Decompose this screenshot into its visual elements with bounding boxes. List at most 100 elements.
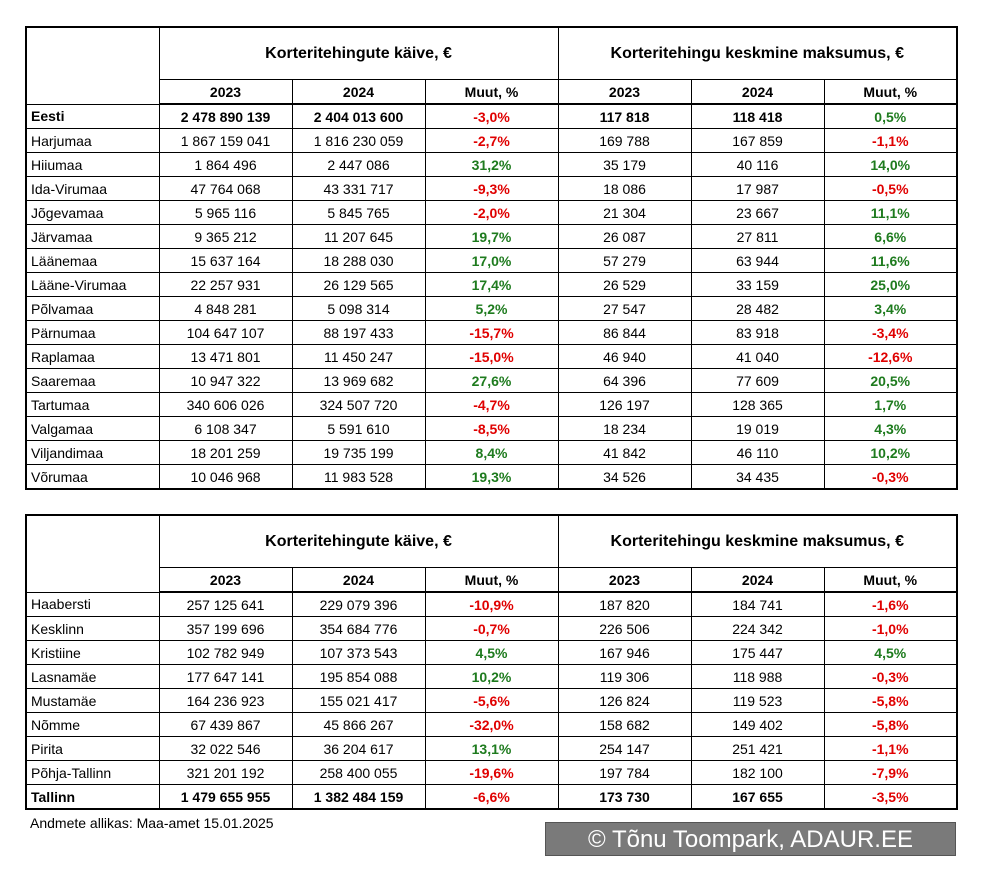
data-row: Valgamaa 6 108 347 5 591 610 -8,5% 18 234 19 … bbox=[25, 416, 958, 441]
change-cell: 3,4% bbox=[823, 296, 958, 321]
value-cell: 357 199 696 bbox=[158, 616, 293, 641]
value-cell: 2 478 890 139 bbox=[158, 103, 293, 129]
row-label: Harjumaa bbox=[25, 128, 160, 153]
change-cell: 6,6% bbox=[823, 224, 958, 249]
data-row: Ida-Virumaa 47 764 068 43 331 717 -9,3% 18 0… bbox=[25, 176, 958, 201]
value-cell: 77 609 bbox=[690, 368, 825, 393]
value-cell: 18 201 259 bbox=[158, 440, 293, 465]
value-cell: 11 207 645 bbox=[291, 224, 426, 249]
change-cell: -10,9% bbox=[424, 591, 559, 617]
change-cell: 0,5% bbox=[823, 103, 958, 129]
value-cell: 177 647 141 bbox=[158, 664, 293, 689]
row-label: Hiiumaa bbox=[25, 152, 160, 177]
data-row: Põlvamaa 4 848 281 5 098 314 5,2% 27 547 28 4… bbox=[25, 296, 958, 321]
value-cell: 1 864 496 bbox=[158, 152, 293, 177]
row-label: Tartumaa bbox=[25, 392, 160, 417]
value-cell: 173 730 bbox=[557, 784, 692, 810]
value-cell: 27 811 bbox=[690, 224, 825, 249]
row-label: Pirita bbox=[25, 736, 160, 761]
data-row: Saaremaa 10 947 322 13 969 682 27,6% 64 396 7… bbox=[25, 368, 958, 393]
data-row: Tartumaa 340 606 026 324 507 720 -4,7% 126 1… bbox=[25, 392, 958, 417]
change-cell: 10,2% bbox=[424, 664, 559, 689]
change-cell: 11,6% bbox=[823, 248, 958, 273]
value-cell: 126 824 bbox=[557, 688, 692, 713]
column-header-row: 2023 2024 Muut, % 2023 2024 Muut, % bbox=[26, 567, 958, 593]
column-header: 2023 bbox=[557, 567, 692, 593]
value-cell: 119 306 bbox=[557, 664, 692, 689]
change-cell: -6,6% bbox=[424, 784, 559, 810]
value-cell: 1 479 655 955 bbox=[158, 784, 293, 810]
change-cell: 27,6% bbox=[424, 368, 559, 393]
change-cell: -5,8% bbox=[823, 688, 958, 713]
column-header: Muut, % bbox=[823, 79, 958, 105]
change-cell: 4,5% bbox=[424, 640, 559, 665]
change-cell: -3,5% bbox=[823, 784, 958, 810]
value-cell: 18 086 bbox=[557, 176, 692, 201]
change-cell: 31,2% bbox=[424, 152, 559, 177]
group-header: Korteritehingu keskmine maksumus, € bbox=[557, 514, 958, 568]
value-cell: 43 331 717 bbox=[291, 176, 426, 201]
value-cell: 19 735 199 bbox=[291, 440, 426, 465]
row-label: Jõgevamaa bbox=[25, 200, 160, 225]
column-header: Muut, % bbox=[823, 567, 958, 593]
value-cell: 41 040 bbox=[690, 344, 825, 369]
data-row: Hiiumaa 1 864 496 2 447 086 31,2% 35 179 40 1… bbox=[25, 152, 958, 177]
data-row: Haabersti 257 125 641 229 079 396 -10,9% 187… bbox=[25, 591, 958, 617]
change-cell: -9,3% bbox=[424, 176, 559, 201]
change-cell: 4,3% bbox=[823, 416, 958, 441]
value-cell: 258 400 055 bbox=[291, 760, 426, 785]
value-cell: 149 402 bbox=[690, 712, 825, 737]
change-cell: 8,4% bbox=[424, 440, 559, 465]
data-row: Võrumaa 10 046 968 11 983 528 19,3% 34 526 34… bbox=[25, 464, 958, 490]
value-cell: 224 342 bbox=[690, 616, 825, 641]
value-cell: 17 987 bbox=[690, 176, 825, 201]
row-label: Eesti bbox=[25, 103, 160, 129]
value-cell: 169 788 bbox=[557, 128, 692, 153]
column-header: 2023 bbox=[158, 79, 293, 105]
row-label: Viljandimaa bbox=[25, 440, 160, 465]
value-cell: 167 655 bbox=[690, 784, 825, 810]
data-row: Jõgevamaa 5 965 116 5 845 765 -2,0% 21 304 23… bbox=[25, 200, 958, 225]
value-cell: 28 482 bbox=[690, 296, 825, 321]
column-header: Muut, % bbox=[424, 79, 559, 105]
change-cell: 13,1% bbox=[424, 736, 559, 761]
value-cell: 184 741 bbox=[690, 591, 825, 617]
value-cell: 2 404 013 600 bbox=[291, 103, 426, 129]
table: Korteritehingute käive, € Korteritehingu … bbox=[25, 26, 958, 490]
data-row: Kesklinn 357 199 696 354 684 776 -0,7% 226 5… bbox=[25, 616, 958, 641]
column-header-row: 2023 2024 Muut, % 2023 2024 Muut, % bbox=[26, 79, 958, 105]
value-cell: 34 435 bbox=[690, 464, 825, 490]
change-cell: 5,2% bbox=[424, 296, 559, 321]
column-header: 2024 bbox=[690, 79, 825, 105]
value-cell: 164 236 923 bbox=[158, 688, 293, 713]
value-cell: 86 844 bbox=[557, 320, 692, 345]
data-row: Järvamaa 9 365 212 11 207 645 19,7% 26 087 27… bbox=[25, 224, 958, 249]
change-cell: 17,4% bbox=[424, 272, 559, 297]
value-cell: 26 129 565 bbox=[291, 272, 426, 297]
value-cell: 46 940 bbox=[557, 344, 692, 369]
row-label: Nõmme bbox=[25, 712, 160, 737]
row-label: Ida-Virumaa bbox=[25, 176, 160, 201]
value-cell: 46 110 bbox=[690, 440, 825, 465]
change-cell: -1,0% bbox=[823, 616, 958, 641]
value-cell: 254 147 bbox=[557, 736, 692, 761]
change-cell: -0,7% bbox=[424, 616, 559, 641]
value-cell: 15 637 164 bbox=[158, 248, 293, 273]
data-row: Raplamaa 13 471 801 11 450 247 -15,0% 46 940… bbox=[25, 344, 958, 369]
value-cell: 1 867 159 041 bbox=[158, 128, 293, 153]
change-cell: 4,5% bbox=[823, 640, 958, 665]
change-cell: -5,6% bbox=[424, 688, 559, 713]
value-cell: 167 859 bbox=[690, 128, 825, 153]
value-cell: 155 021 417 bbox=[291, 688, 426, 713]
value-cell: 167 946 bbox=[557, 640, 692, 665]
data-row: Kristiine 102 782 949 107 373 543 4,5% 167 9… bbox=[25, 640, 958, 665]
change-cell: -2,7% bbox=[424, 128, 559, 153]
value-cell: 195 854 088 bbox=[291, 664, 426, 689]
value-cell: 5 591 610 bbox=[291, 416, 426, 441]
value-cell: 41 842 bbox=[557, 440, 692, 465]
change-cell: 11,1% bbox=[823, 200, 958, 225]
row-label: Läänemaa bbox=[25, 248, 160, 273]
source-note: Andmete allikas: Maa-amet 15.01.2025 bbox=[30, 815, 274, 831]
value-cell: 340 606 026 bbox=[158, 392, 293, 417]
value-cell: 64 396 bbox=[557, 368, 692, 393]
